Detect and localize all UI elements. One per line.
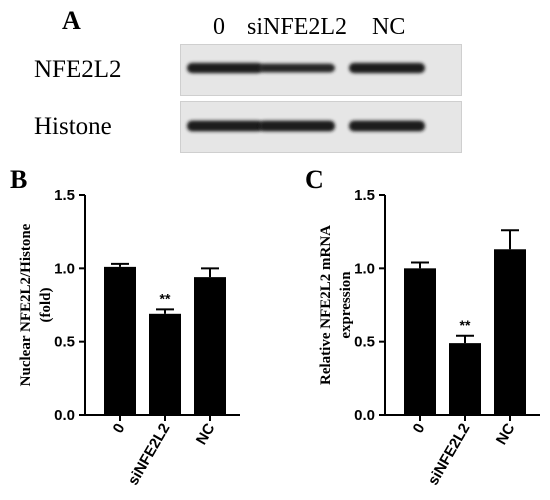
chart-C-ylabel-line-0: Relative NFE2L2 mRNA [318, 225, 334, 385]
chart-B: 0.0 0.5 1.0 1.5 Nuclear NFE2L2/Histone (fold)… [18, 187, 240, 488]
blot-row-label-histone: Histone [34, 113, 112, 140]
chart-B-xtick-label-1: siNFE2L2 [125, 421, 174, 489]
blot-band-1-2 [349, 120, 425, 132]
chart-B-bar-1 [149, 313, 181, 415]
lane-label-nc: NC [372, 14, 406, 40]
chart-B-ylabel-line-0: Nuclear NFE2L2/Histone [18, 223, 34, 386]
chart-B-ytick-label-1: 0.5 [54, 334, 75, 351]
panel-b-letter: B [10, 165, 28, 194]
panel-c-letter: C [305, 165, 324, 194]
chart-B-xtick-label-2: NC [193, 420, 219, 447]
chart-C-bar-1 [449, 343, 481, 415]
lane-label-0: 0 [213, 14, 225, 40]
chart-B-ylabel-line-1: (fold) [38, 288, 54, 323]
chart-C-xtick-label-2: NC [493, 420, 519, 447]
chart-C-bar-2 [494, 249, 526, 415]
chart-C-ytick-label-2: 1.0 [354, 260, 375, 277]
chart-B-ytick-label-3: 1.5 [54, 187, 75, 204]
chart-B-ytick-label-0: 0.0 [54, 407, 75, 424]
chart-B-bar-2 [194, 277, 226, 415]
blot-band-1-0 [187, 120, 263, 132]
blot-band-0-2 [349, 62, 425, 74]
chart-C-ytick-label-3: 1.5 [354, 187, 375, 204]
chart-C-ylabel-line-1: expression [338, 271, 354, 339]
chart-C-annotation-1: ** [460, 317, 471, 333]
blot-row-label-nfe2l2: NFE2L2 [34, 56, 122, 83]
chart-C-xtick-label-1: siNFE2L2 [425, 421, 474, 489]
chart-C-ytick-label-0: 0.0 [354, 407, 375, 424]
chart-B-annotation-1: ** [160, 290, 171, 306]
chart-C-ytick-label-1: 0.5 [354, 334, 375, 351]
chart-C: 0.0 0.5 1.0 1.5 Relative NFE2L2 mRNA expressi… [318, 187, 540, 488]
chart-B-ytick-label-2: 1.0 [54, 260, 75, 277]
blot-band-0-1 [259, 63, 335, 73]
blot-band-1-1 [259, 120, 335, 132]
chart-B-xtick-label-0: 0 [110, 421, 129, 437]
blot-band-0-0 [187, 62, 263, 74]
chart-B-bar-0 [104, 266, 136, 415]
panel-a-letter: A [62, 6, 81, 35]
lane-label-sinfe2l2: siNFE2L2 [247, 14, 348, 40]
chart-C-ylabel: Relative NFE2L2 mRNA expression [318, 225, 354, 385]
chart-C-bar-0 [404, 268, 436, 415]
chart-B-ylabel: Nuclear NFE2L2/Histone (fold) [18, 223, 54, 386]
chart-C-xtick-label-0: 0 [410, 421, 429, 437]
